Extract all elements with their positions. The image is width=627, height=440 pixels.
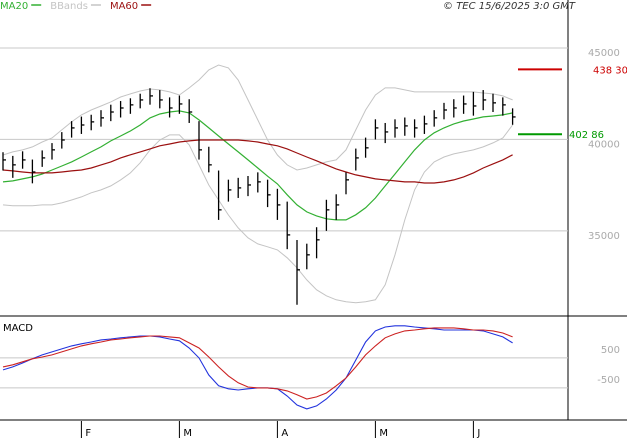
legend-label: MA60 — [110, 1, 138, 12]
x-tick-label: M — [379, 428, 388, 439]
x-tick-label: F — [85, 428, 91, 439]
band-upper — [2, 64, 513, 171]
y-tick-label: 40000 — [588, 139, 620, 150]
y-tick-label: 45000 — [588, 48, 620, 59]
x-tick-label: A — [281, 428, 288, 439]
x-tick-label: M — [183, 428, 192, 439]
legend-label: MA20 — [0, 1, 28, 12]
legend-label: BBands — [50, 1, 88, 12]
y-tick-label: 500 — [601, 345, 620, 356]
x-tick-label: J — [476, 428, 480, 439]
source: © TEC 15/6/2025 3:0 GMT — [443, 1, 576, 12]
moving-average — [2, 139, 513, 184]
band-lower — [2, 124, 513, 304]
moving-average — [2, 110, 513, 221]
macd-line — [2, 327, 513, 400]
annotation-label: 438 30 — [593, 65, 627, 76]
annotation-label: 402 86 — [569, 130, 604, 141]
y-tick-label: -500 — [597, 375, 620, 386]
macd-title: MACD — [3, 323, 33, 334]
y-tick-label: 35000 — [588, 231, 620, 242]
